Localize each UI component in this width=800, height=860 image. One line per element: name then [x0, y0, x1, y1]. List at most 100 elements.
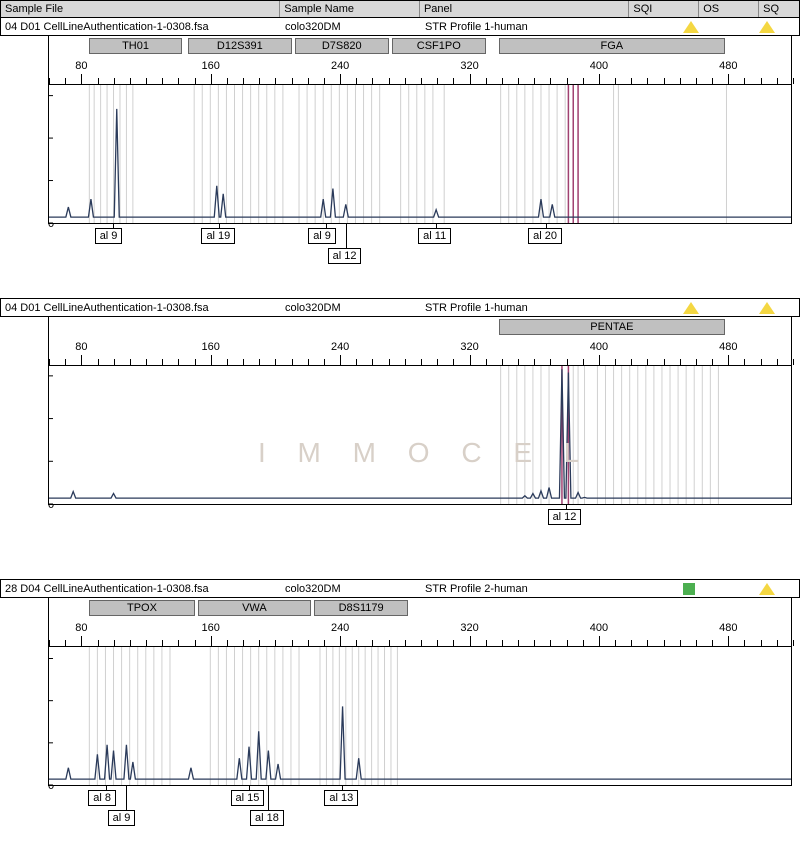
- x-tick-label: 320: [460, 341, 478, 353]
- x-tick-label: 480: [719, 622, 737, 634]
- allele-label: al 15: [231, 790, 265, 806]
- allele-tick: [126, 786, 127, 810]
- allele-label: al 8: [88, 790, 116, 806]
- sample-file: 28 D04 CellLineAuthentication-1-0308.fsa: [1, 580, 281, 597]
- ok-square-icon: [683, 583, 695, 595]
- x-tick: [599, 74, 600, 84]
- column-header: Panel: [420, 1, 629, 17]
- str-marker: VWA: [198, 600, 311, 616]
- allele-label: al 11: [418, 228, 451, 244]
- str-marker: D8S1179: [314, 600, 408, 616]
- warning-triangle-icon: [683, 21, 699, 33]
- allele-label: al 9: [95, 228, 123, 244]
- x-tick-label: 240: [331, 622, 349, 634]
- allele-label: al 12: [328, 248, 362, 264]
- x-tick-label: 80: [75, 341, 87, 353]
- x-tick-label: 160: [202, 622, 220, 634]
- str-marker: PENTAE: [499, 319, 725, 335]
- marker-row: TH01D12S391D7S820CSF1POFGA: [48, 36, 792, 58]
- x-tick-label: 320: [460, 622, 478, 634]
- electropherogram-panel: 04 D01 CellLineAuthentication-1-0308.fsa…: [0, 298, 800, 555]
- allele-label-row: al 9 al 19 al 9 al 12 al 11 al 20: [48, 224, 792, 274]
- marker-row: PENTAE: [48, 317, 792, 339]
- trace-line: [49, 369, 791, 498]
- column-header: Sample File: [1, 1, 280, 17]
- x-tick: [340, 74, 341, 84]
- x-tick-label: 80: [75, 60, 87, 72]
- warning-triangle-icon: [683, 302, 699, 314]
- x-tick: [211, 355, 212, 365]
- allele-label: al 19: [201, 228, 235, 244]
- x-tick-label: 400: [590, 341, 608, 353]
- x-axis-row: 80160240320400480: [48, 620, 792, 646]
- x-tick: [470, 355, 471, 365]
- x-tick-label: 400: [590, 60, 608, 72]
- x-tick: [81, 636, 82, 646]
- allele-label: al 9: [108, 810, 136, 826]
- column-header: SQI: [629, 1, 699, 17]
- allele-label-row: al 8 al 9 al 15 al 18 al 13: [48, 786, 792, 836]
- warning-triangle-icon: [759, 21, 775, 33]
- allele-label: al 18: [250, 810, 284, 826]
- str-marker: TH01: [89, 38, 181, 54]
- str-marker: CSF1PO: [392, 38, 486, 54]
- x-tick: [470, 74, 471, 84]
- column-header-row: Sample FileSample NamePanelSQIOSSQ: [0, 0, 800, 18]
- str-marker: D12S391: [188, 38, 292, 54]
- electropherogram-plot: [48, 84, 792, 224]
- x-tick-label: 480: [719, 341, 737, 353]
- electropherogram-plot: [48, 646, 792, 786]
- sample-info-row: 04 D01 CellLineAuthentication-1-0308.fsa…: [0, 299, 800, 317]
- sample-file: 04 D01 CellLineAuthentication-1-0308.fsa: [1, 299, 281, 316]
- x-axis-row: 80 160 240 320 400 480: [48, 339, 792, 365]
- warning-triangle-icon: [759, 583, 775, 595]
- allele-tick: [346, 224, 347, 248]
- sample-name: colo320DM: [281, 580, 421, 597]
- x-tick-label: 160: [202, 60, 220, 72]
- sample-name: colo320DM: [281, 299, 421, 316]
- allele-label: al 9: [308, 228, 336, 244]
- sample-info-row: 04 D01 CellLineAuthentication-1-0308.fsa…: [0, 18, 800, 36]
- allele-tick: [268, 786, 269, 810]
- sample-name: colo320DM: [281, 18, 421, 35]
- str-marker: D7S820: [295, 38, 389, 54]
- str-marker: TPOX: [89, 600, 194, 616]
- electropherogram-plot: [48, 365, 792, 505]
- x-tick: [470, 636, 471, 646]
- x-tick: [340, 355, 341, 365]
- x-minor-tick: [793, 359, 794, 365]
- marker-row: TPOXVWAD8S1179: [48, 598, 792, 620]
- x-tick: [728, 636, 729, 646]
- panel-name: STR Profile 2-human: [421, 580, 631, 597]
- allele-label: al 20: [528, 228, 562, 244]
- x-tick: [81, 355, 82, 365]
- column-header: OS: [699, 1, 759, 17]
- x-tick-label: 480: [719, 60, 737, 72]
- column-header: SQ: [759, 1, 799, 17]
- panel-name: STR Profile 1-human: [421, 299, 631, 316]
- x-tick-label: 400: [590, 622, 608, 634]
- x-axis-row: 80 160 240 320 400 480: [48, 58, 792, 84]
- x-tick-label: 240: [331, 341, 349, 353]
- x-minor-tick: [793, 78, 794, 84]
- trace-line: [49, 109, 791, 217]
- x-tick: [728, 355, 729, 365]
- x-tick: [211, 74, 212, 84]
- x-tick: [599, 636, 600, 646]
- x-tick: [728, 74, 729, 84]
- warning-triangle-icon: [759, 302, 775, 314]
- allele-label-row: al 12: [48, 505, 792, 555]
- x-tick: [81, 74, 82, 84]
- x-tick-label: 160: [202, 341, 220, 353]
- sample-info-row: 28 D04 CellLineAuthentication-1-0308.fsa…: [0, 580, 800, 598]
- x-tick-label: 320: [460, 60, 478, 72]
- x-tick: [340, 636, 341, 646]
- x-tick-label: 240: [331, 60, 349, 72]
- x-tick: [211, 636, 212, 646]
- allele-label: al 13: [324, 790, 358, 806]
- panel-name: STR Profile 1-human: [421, 18, 631, 35]
- x-minor-tick: [793, 640, 794, 646]
- allele-label: al 12: [548, 509, 582, 525]
- sample-file: 04 D01 CellLineAuthentication-1-0308.fsa: [1, 18, 281, 35]
- electropherogram-panel: 28 D04 CellLineAuthentication-1-0308.fsa…: [0, 579, 800, 836]
